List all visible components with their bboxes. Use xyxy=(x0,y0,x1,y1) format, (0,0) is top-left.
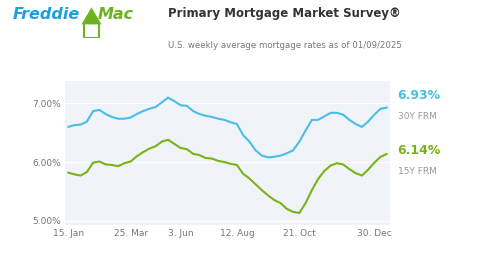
Text: U.S. weekly average mortgage rates as of 01/09/2025: U.S. weekly average mortgage rates as of… xyxy=(168,41,402,50)
Text: Mac: Mac xyxy=(98,7,134,21)
Polygon shape xyxy=(82,7,102,24)
Text: 6.14%: 6.14% xyxy=(398,144,441,157)
Text: 15Y FRM: 15Y FRM xyxy=(398,167,436,176)
Text: 6.93%: 6.93% xyxy=(398,89,440,102)
Text: Primary Mortgage Market Survey®: Primary Mortgage Market Survey® xyxy=(168,7,400,20)
Text: Freddie: Freddie xyxy=(12,7,80,21)
Text: 30Y FRM: 30Y FRM xyxy=(398,112,436,121)
